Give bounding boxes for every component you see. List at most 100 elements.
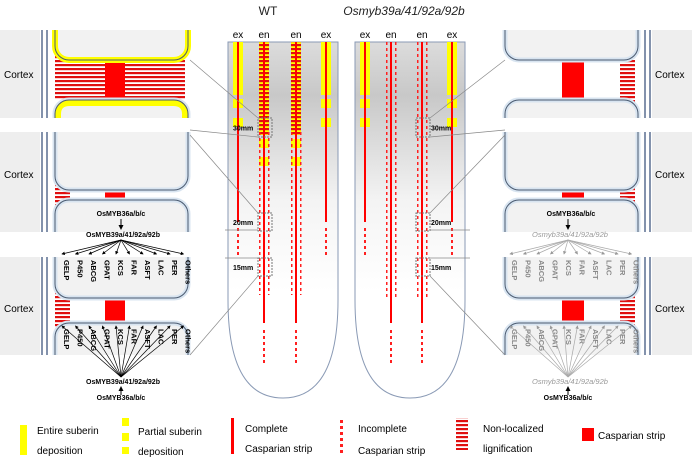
gene-label: P450 xyxy=(76,260,85,278)
cortex-label: Cortex xyxy=(4,170,33,181)
regulation-arrow xyxy=(563,239,569,255)
gene-label: GELP xyxy=(510,329,519,349)
cortex-region xyxy=(652,30,692,355)
incomplete-casparian-strip xyxy=(395,42,397,297)
gene-label: ABCG xyxy=(537,329,546,351)
svg-text:Incomplete: Incomplete xyxy=(358,424,407,435)
regulation-arrow xyxy=(114,325,122,378)
myb36-label: OsMYB36a/b/c xyxy=(544,395,593,402)
legend: Entire suberin deposition Partial suberi… xyxy=(20,418,666,458)
cortex-region xyxy=(0,30,40,355)
gene-label: GPAT xyxy=(551,260,560,280)
complete-casparian-strip xyxy=(263,42,265,323)
regulation-arrow xyxy=(120,325,171,378)
gene-label: PER xyxy=(170,260,179,276)
gene-label: ASFT xyxy=(143,260,152,280)
regulation-arrow xyxy=(522,239,569,255)
myb39-label: OsMYB39a/41/92a/92b xyxy=(86,232,160,239)
gene-label: ABCG xyxy=(537,260,546,282)
ex-column-label: ex xyxy=(233,30,244,41)
cortex-label: Cortex xyxy=(655,170,684,181)
complete-casparian-strip xyxy=(451,42,453,222)
regulation-arrow xyxy=(120,239,158,255)
legend-complete-casparian: Complete Casparian strip xyxy=(231,418,313,455)
svg-text:Casparian strip: Casparian strip xyxy=(358,446,426,457)
incomplete-casparian-strip xyxy=(386,42,388,297)
distance-marker: 30mm xyxy=(233,126,253,133)
connector-lines xyxy=(189,59,506,356)
gene-label: GELP xyxy=(62,260,71,280)
en-column-label: en xyxy=(258,30,269,41)
cortex-label: Cortex xyxy=(4,304,33,315)
complete-casparian-strip xyxy=(364,42,366,222)
incomplete-casparian-strip xyxy=(421,330,423,363)
incomplete-casparian-strip xyxy=(300,130,302,295)
gene-label: LAC xyxy=(605,260,614,276)
distance-marker: 20mm xyxy=(431,220,451,227)
regulation-arrow xyxy=(567,239,578,255)
myb36-label: OsMYB36a/b/c xyxy=(97,211,146,218)
incomplete-casparian-strip xyxy=(451,225,453,258)
regulation-arrow xyxy=(567,239,619,255)
wt-title: WT xyxy=(259,4,278,18)
regulation-arrow xyxy=(536,325,569,378)
regulation-arrow xyxy=(75,325,122,378)
gene-label: P450 xyxy=(524,329,533,347)
legend-partial-suberin: Partial suberin deposition xyxy=(122,418,202,458)
regulation-arrow xyxy=(567,239,633,256)
svg-text:Entire suberin: Entire suberin xyxy=(37,426,99,437)
legend-entire-suberin: Entire suberin deposition xyxy=(20,425,99,457)
regulation-arrow xyxy=(567,325,605,378)
gene-label: PER xyxy=(618,329,627,345)
gene-label: P450 xyxy=(76,329,85,347)
regulation-arrow xyxy=(120,325,144,378)
regulation-arrow xyxy=(567,325,579,378)
complete-casparian-strip xyxy=(421,42,423,323)
mutant-title: Osmyb39a/41/92a/92b xyxy=(343,4,465,18)
incomplete-casparian-strip xyxy=(295,330,297,363)
svg-text:Non-localized: Non-localized xyxy=(483,424,544,435)
gene-label: FAR xyxy=(578,329,587,345)
incomplete-casparian-strip xyxy=(426,42,428,297)
regulation-arrow xyxy=(88,325,122,378)
regulation-arrow xyxy=(567,325,592,378)
gene-label: FAR xyxy=(130,260,139,276)
regulation-arrow xyxy=(120,239,185,256)
regulation-arrow xyxy=(120,325,185,378)
regulation-arrow xyxy=(523,325,569,378)
regulation-arrow xyxy=(536,239,569,255)
incomplete-casparian-strip xyxy=(291,130,293,295)
regulation-arrow xyxy=(567,325,633,378)
mutant-region-box xyxy=(415,212,431,232)
svg-text:deposition: deposition xyxy=(37,446,83,457)
ex-column-label: ex xyxy=(360,30,371,41)
wt-region-box xyxy=(257,212,273,232)
wt-region-box xyxy=(257,117,273,138)
mutant-region-box xyxy=(415,257,431,277)
incomplete-casparian-strip xyxy=(237,225,239,258)
gene-label: GPAT xyxy=(103,260,112,280)
legend-casparian-strip: Casparian strip xyxy=(582,428,666,442)
gene-label: ABCG xyxy=(89,260,98,282)
gene-label: FAR xyxy=(130,329,139,345)
regulation-arrow xyxy=(120,239,130,255)
regulation-arrow xyxy=(567,325,619,378)
svg-text:Complete: Complete xyxy=(245,424,288,435)
complete-casparian-strip xyxy=(390,42,392,323)
svg-text:Casparian strip: Casparian strip xyxy=(598,431,666,442)
wt-region-box xyxy=(257,257,273,277)
regulation-arrow xyxy=(61,239,122,256)
regulation-arrow xyxy=(115,239,122,255)
gene-label: FAR xyxy=(578,260,587,276)
mutant-region-box xyxy=(415,117,431,138)
mutant-root xyxy=(354,41,466,399)
distance-marker: 15mm xyxy=(431,265,451,272)
regulation-arrow xyxy=(120,325,131,378)
en-column-label: en xyxy=(416,30,427,41)
complete-casparian-strip xyxy=(295,42,297,323)
en-column-label: en xyxy=(385,30,396,41)
distance-marker: 15mm xyxy=(233,265,253,272)
regulation-arrow xyxy=(549,239,569,255)
svg-text:Partial suberin: Partial suberin xyxy=(138,427,202,438)
